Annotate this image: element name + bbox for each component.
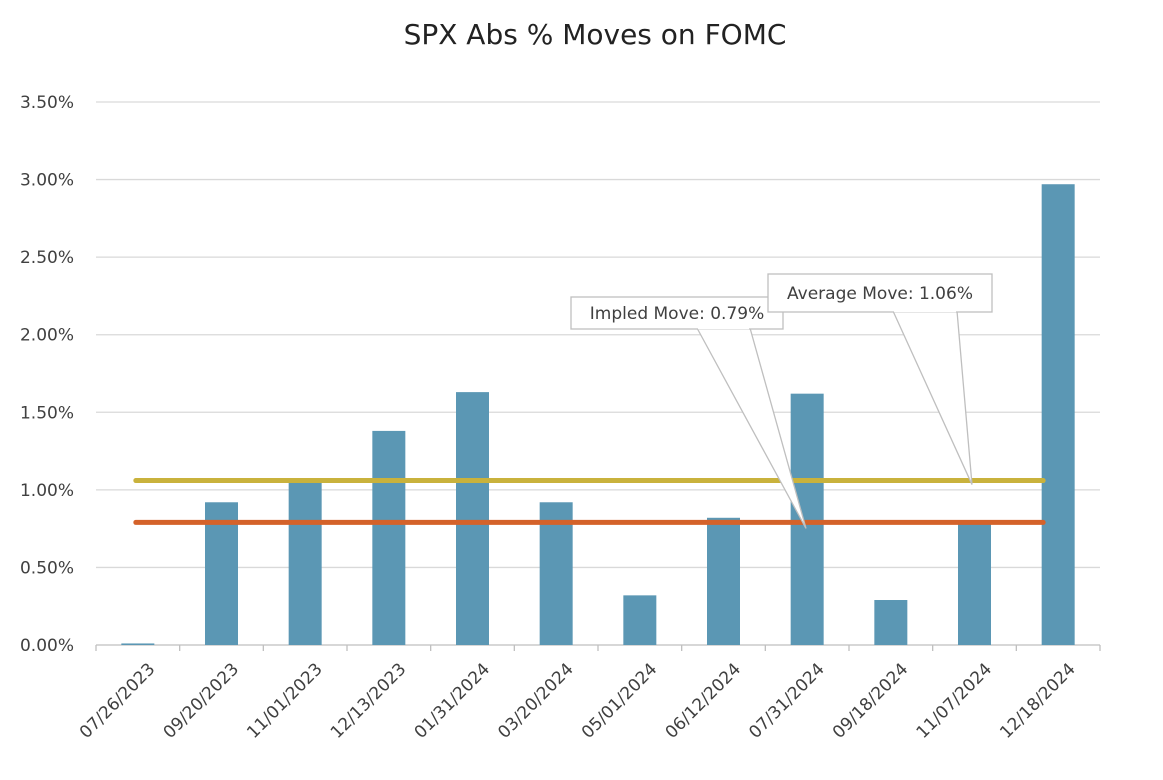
bar [205,502,238,645]
x-tick-label: 07/31/2024 [745,659,828,742]
x-tick-label: 03/20/2024 [494,659,577,742]
x-tick-label: 11/01/2023 [243,659,326,742]
x-tick-label: 09/18/2024 [829,659,912,742]
y-tick-label: 2.50% [20,248,74,268]
bar [121,643,155,645]
bar [790,393,824,645]
bar [958,522,991,645]
x-tick-label: 01/31/2024 [411,659,494,742]
y-tick-label: 3.50% [20,93,74,113]
x-tick-label: 05/01/2024 [578,659,661,742]
y-tick-label: 1.00% [20,481,74,501]
y-tick-label: 2.00% [20,326,74,346]
callout: Impled Move: 0.79% [570,296,807,529]
y-tick-label: 1.50% [20,403,74,423]
bar [288,482,322,645]
callout-pointer [695,327,807,529]
x-tick-label: 11/07/2024 [913,659,996,742]
callout: Average Move: 1.06% [767,273,993,485]
callout-label: Impled Move: 0.79% [590,304,764,324]
bar [539,502,573,645]
x-tick-label: 07/26/2023 [76,659,159,742]
x-tick-label: 12/13/2023 [327,659,410,742]
bar [623,595,657,645]
bar [874,600,908,645]
bar [456,392,489,645]
x-tick-label: 06/12/2024 [662,659,745,742]
callout-box [570,296,784,330]
x-tick-label: 09/20/2023 [160,659,243,742]
callout-box [767,273,993,313]
callout-pointer [891,310,973,485]
chart-title: SPX Abs % Moves on FOMC [403,18,787,51]
bar [707,517,740,645]
y-tick-label: 3.00% [20,171,74,191]
callout-label: Average Move: 1.06% [787,284,973,304]
x-tick-label: 12/18/2024 [996,659,1079,742]
bar [1041,184,1075,645]
y-tick-label: 0.00% [20,636,74,656]
bar [372,430,406,645]
y-tick-label: 0.50% [20,558,74,578]
